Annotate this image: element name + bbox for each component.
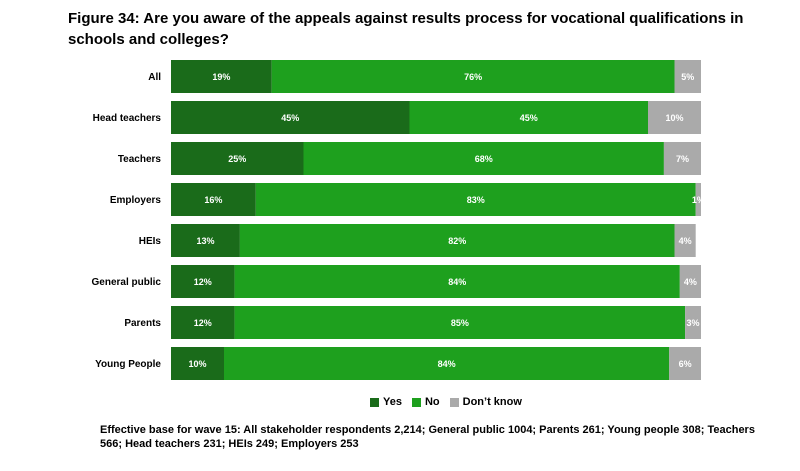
- data-label: 5%: [681, 72, 694, 82]
- stacked-bar-chart: All 19% 76% 5% Head teachers 45% 45% 10% Teacher…: [91, 60, 705, 380]
- bar-segment: [648, 101, 701, 134]
- category-label: Parents: [124, 318, 161, 329]
- data-label: 6%: [679, 359, 692, 369]
- data-label: 10%: [665, 113, 683, 123]
- legend-label-no: No: [424, 396, 440, 408]
- bar-segment: [171, 306, 235, 339]
- bar-segment: [171, 60, 272, 93]
- bar-segment: [239, 224, 675, 257]
- bar-segment: [271, 60, 675, 93]
- bar-segment: [224, 347, 670, 380]
- data-label: 16%: [204, 195, 222, 205]
- bar-segment: [303, 142, 664, 175]
- category-label: Employers: [110, 195, 162, 206]
- data-label: 19%: [212, 72, 230, 82]
- category-label: Teachers: [118, 154, 162, 165]
- bar-segment: [409, 101, 648, 134]
- bar-segment: [679, 265, 701, 298]
- data-label: 25%: [228, 154, 246, 164]
- category-label: Young People: [95, 359, 161, 370]
- data-label: 45%: [281, 113, 299, 123]
- bar-segment: [234, 265, 680, 298]
- data-label: 85%: [451, 318, 469, 328]
- legend-label-yes: Yes: [383, 396, 402, 408]
- bar-segment: [255, 183, 696, 216]
- data-label: 4%: [684, 277, 697, 287]
- bar-segment: [171, 183, 256, 216]
- footnote: Effective base for wave 15: All stakehol…: [100, 424, 755, 450]
- legend-swatch-no: [411, 397, 421, 407]
- data-label: 83%: [467, 195, 485, 205]
- data-label: 76%: [464, 72, 482, 82]
- category-label: All: [148, 72, 161, 83]
- bar-segment: [663, 142, 701, 175]
- chart-title: Figure 34: Are you aware of the appeals …: [68, 10, 744, 48]
- data-label: 3%: [687, 318, 700, 328]
- bar-segment: [669, 347, 701, 380]
- bar-segment: [685, 306, 701, 339]
- legend-swatch-yes: [370, 397, 379, 407]
- bar-segment: [674, 224, 696, 257]
- data-label: 13%: [196, 236, 214, 246]
- category-label: Head teachers: [93, 113, 162, 124]
- legend-label-dont-know: Don’t know: [462, 396, 522, 408]
- legend-item-yes: Yes: [370, 396, 402, 408]
- legend-item-dont-know: Don’t know: [449, 396, 522, 408]
- category-label: General public: [92, 277, 162, 288]
- bar-segment: [171, 224, 240, 257]
- bar-segment: [171, 142, 304, 175]
- data-label: 45%: [520, 113, 538, 123]
- data-label: 12%: [194, 277, 212, 287]
- data-label: 82%: [448, 236, 466, 246]
- bar-segment: [695, 183, 701, 216]
- data-label: 84%: [438, 359, 456, 369]
- data-label: 7%: [676, 154, 689, 164]
- data-label: 84%: [448, 277, 466, 287]
- data-label: 10%: [188, 359, 206, 369]
- bar-segment: [674, 60, 701, 93]
- bar-segment: [171, 265, 235, 298]
- data-label: 4%: [679, 236, 692, 246]
- data-label: 68%: [475, 154, 493, 164]
- bar-segment: [234, 306, 686, 339]
- legend-swatch-dont-know: [449, 397, 459, 407]
- bar-segment: [171, 347, 224, 380]
- legend-item-no: No: [411, 396, 440, 408]
- bar-segment: [171, 101, 410, 134]
- data-label: 12%: [194, 318, 212, 328]
- data-label: 1%: [692, 195, 705, 205]
- category-label: HEIs: [139, 236, 162, 247]
- chart-legend: Yes No Don’t know: [370, 396, 522, 408]
